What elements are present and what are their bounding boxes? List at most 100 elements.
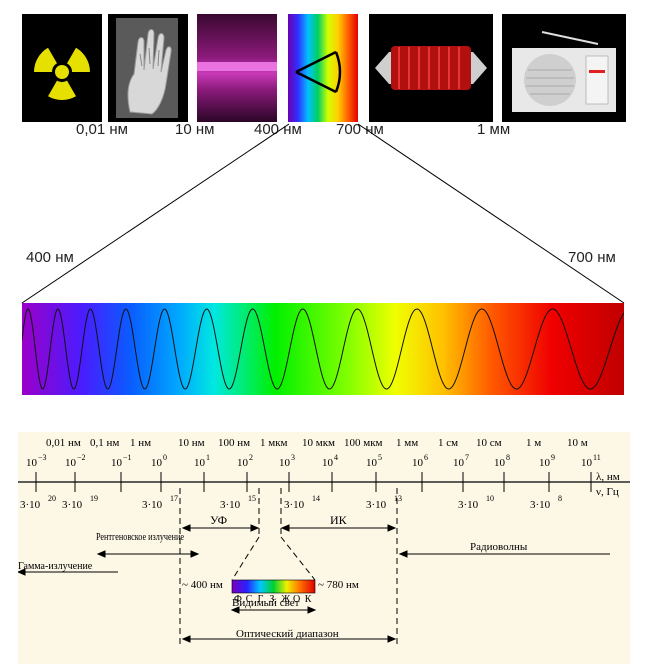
ir-label: ИК	[330, 513, 348, 527]
wavelength-exponent-label: −3	[38, 453, 47, 462]
wavelength-exponent-label: 8	[506, 453, 510, 462]
wavelength-unit-label: 10 см	[476, 437, 502, 449]
visible-mini-band	[231, 579, 316, 594]
wavelength-power-label: 10	[366, 457, 378, 469]
xray-label: Рентгеновское излучение	[96, 532, 184, 543]
top-label-700nm: 700 нм	[336, 121, 384, 138]
wavelength-exponent-label: 1	[206, 453, 210, 462]
radiation-trefoil-icon	[34, 47, 90, 100]
gamma-label: Гамма-излучение	[18, 561, 93, 572]
optical-label: Оптический диапазон	[236, 628, 339, 640]
wavelength-power-label: 10	[322, 457, 334, 469]
zoom-line-right	[357, 123, 625, 304]
wavelength-exponent-label: 6	[424, 453, 428, 462]
wavelength-power-label: 10	[539, 457, 551, 469]
wavelength-exponent-label: −1	[123, 453, 132, 462]
wavelength-unit-label: 0,01 нм	[46, 437, 81, 449]
eye-icon	[295, 50, 342, 94]
wavelength-power-label: 10	[237, 457, 249, 469]
axis-lambda-label: λ, нм	[596, 471, 620, 483]
color-letter: К	[305, 594, 312, 605]
color-letter: С	[246, 594, 253, 605]
wavelength-exponent-label: 2	[249, 453, 253, 462]
wavelength-unit-label: 10 нм	[178, 437, 205, 449]
frequency-exponent-label: 8	[558, 494, 562, 503]
wavelength-exponent-label: 11	[593, 453, 601, 462]
frequency-label: 3·10	[284, 499, 305, 511]
frequency-exponent-label: 13	[394, 494, 402, 503]
wavelength-power-label: 10	[26, 457, 38, 469]
wavelength-unit-label: 1 см	[438, 437, 458, 449]
zoom-line-left	[21, 123, 290, 304]
wavelength-exponent-label: 4	[334, 453, 338, 462]
wavelength-power-label: 10	[111, 457, 123, 469]
wavelength-unit-label: 1 мкм	[260, 437, 288, 449]
wavelength-power-label: 10	[151, 457, 163, 469]
wavelength-unit-label: 1 м	[526, 437, 541, 449]
color-letter: О	[293, 594, 300, 605]
region-boundaries	[179, 488, 398, 646]
wavelength-unit-label: 100 нм	[218, 437, 250, 449]
wavelength-unit-label: 1 мм	[396, 437, 418, 449]
wavelength-power-label: 10	[494, 457, 506, 469]
ultraviolet-image	[197, 14, 277, 122]
wavelength-unit-label: 10 мкм	[302, 437, 335, 449]
wavelength-power-label: 10	[194, 457, 206, 469]
wavelength-power-label: 10	[412, 457, 424, 469]
frequency-label: 3·10	[20, 499, 41, 511]
color-letter: Ф	[234, 594, 242, 605]
frequency-exponent-label: 10	[486, 494, 494, 503]
wavelength-exponent-label: 9	[551, 453, 555, 462]
frequency-exponent-label: 19	[90, 494, 98, 503]
wavelength-unit-label: 0,1 нм	[90, 437, 119, 449]
top-label-1mm: 1 мм	[477, 121, 511, 138]
frequency-exponent-label: 17	[170, 494, 178, 503]
wavelength-exponent-label: −2	[77, 453, 86, 462]
left-edge-label: ~ 400 нм	[182, 579, 223, 591]
visible-light-image	[288, 14, 358, 122]
wavelength-exponent-label: 3	[291, 453, 295, 462]
wavelength-unit-label: 10 м	[567, 437, 588, 449]
frequency-label: 3·10	[142, 499, 163, 511]
light-wave	[21, 308, 625, 390]
wave-path	[21, 308, 625, 390]
color-letter: Ж	[281, 594, 290, 605]
radio-icon	[512, 31, 616, 112]
axis-nu-label: ν, Гц	[596, 486, 619, 498]
radio-receiver-image	[502, 14, 626, 122]
top-label-400nm: 400 нм	[254, 121, 302, 138]
em-spectrum-scale: 0,01 нм 0,1 нм 1 нм 10 нм 100 нм 1 мкм 10 мкм 1…	[16, 432, 630, 664]
frequency-label: 3·10	[458, 499, 479, 511]
visible-label: Видимый свет	[232, 597, 300, 609]
wavelength-power-label: 10	[581, 457, 593, 469]
uv-lamp-beam	[197, 62, 277, 71]
color-letter: Г	[258, 594, 264, 605]
xray-hand-image	[108, 14, 188, 122]
color-letter: З	[269, 594, 274, 605]
frequency-exponent-label: 14	[312, 494, 320, 503]
wavelength-exponent-label: 0	[163, 453, 167, 462]
mid-label-400nm: 400 нм	[26, 249, 74, 266]
frequency-exponent-label: 20	[48, 494, 56, 503]
top-label-0-01nm: 0,01 нм	[76, 121, 128, 138]
frequency-label: 3·10	[62, 499, 83, 511]
right-edge-label: ~ 780 нм	[318, 579, 359, 591]
infrared-heater-image	[369, 14, 493, 122]
frequency-label: 3·10	[220, 499, 241, 511]
wavelength-unit-label: 100 мкм	[344, 437, 383, 449]
uv-label: УФ	[210, 513, 227, 527]
radio-label: Радиоволны	[470, 541, 528, 553]
wavelength-power-label: 10	[279, 457, 291, 469]
wavelength-exponent-label: 7	[465, 453, 469, 462]
heater-icon	[375, 46, 487, 90]
wavelength-power-label: 10	[65, 457, 77, 469]
wavelength-power-label: 10	[453, 457, 465, 469]
xray-hand-icon	[116, 18, 178, 118]
mid-label-700nm: 700 нм	[568, 249, 616, 266]
top-label-10nm: 10 нм	[175, 121, 215, 138]
visible-spectrum-band	[21, 303, 625, 395]
gamma-radiation-image	[22, 14, 102, 122]
scale-svg: 0,01 нм 0,1 нм 1 нм 10 нм 100 нм 1 мкм 10 мкм 1…	[16, 437, 630, 646]
frequency-label: 3·10	[530, 499, 551, 511]
wavelength-exponent-label: 5	[378, 453, 382, 462]
